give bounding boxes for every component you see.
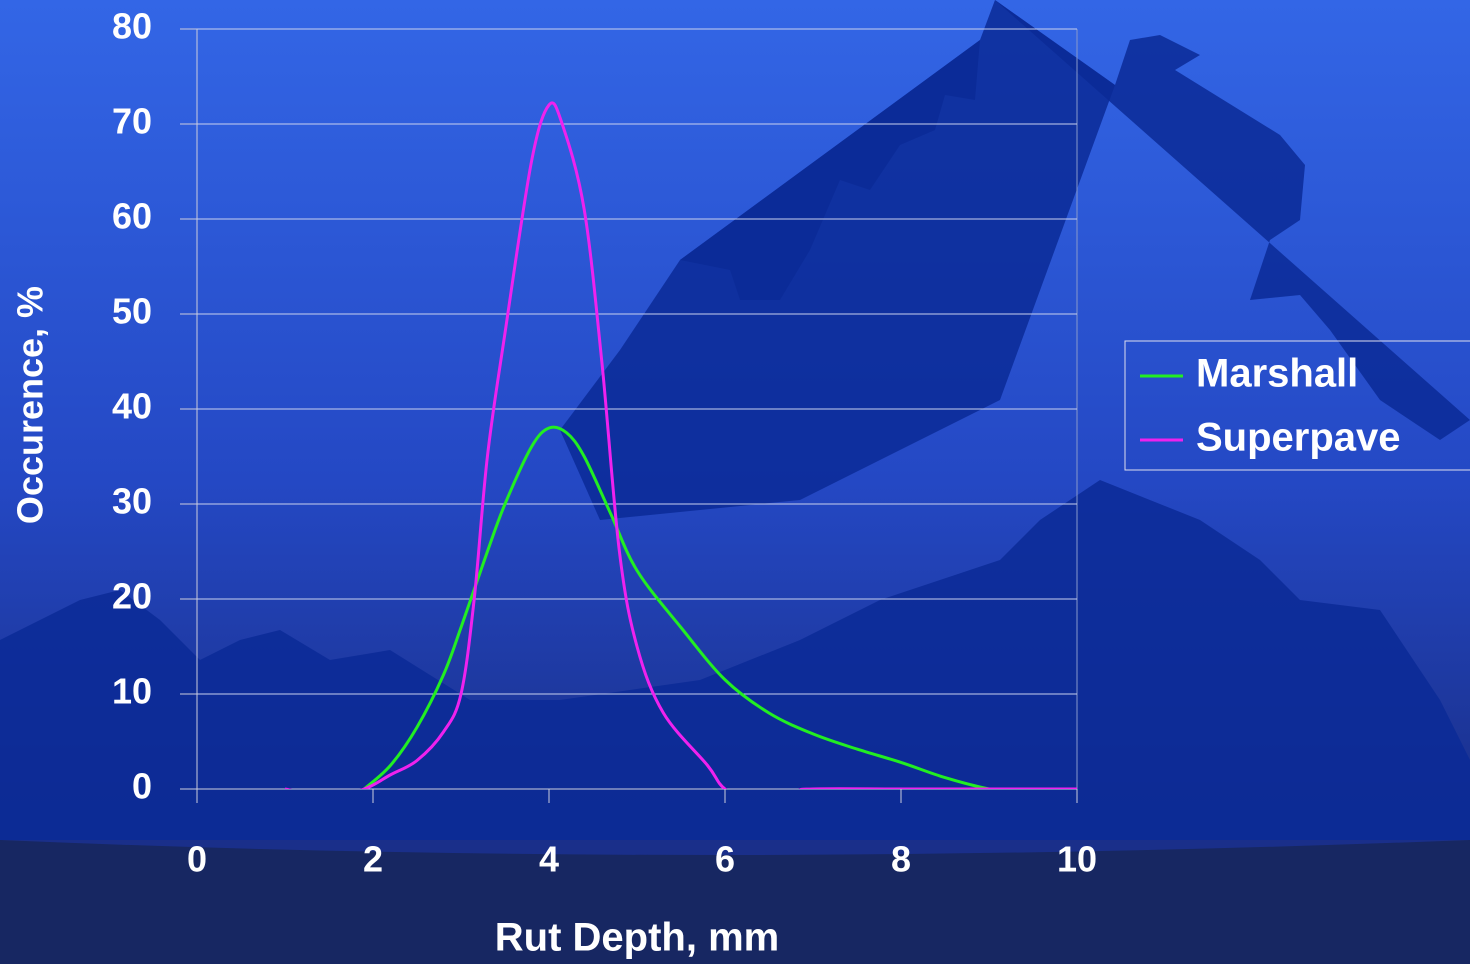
legend-label: Superpave <box>1196 416 1401 460</box>
y-axis-title: Occurence, % <box>10 286 51 524</box>
y-tick-label: 80 <box>112 6 152 47</box>
x-tick-label: 0 <box>187 839 207 880</box>
y-tick-label: 10 <box>112 671 152 712</box>
x-tick-label: 2 <box>363 839 383 880</box>
y-tick-label: 30 <box>112 481 152 522</box>
legend-label: Marshall <box>1196 352 1358 396</box>
x-tick-label: 10 <box>1057 839 1097 880</box>
y-tick-label: 40 <box>112 386 152 427</box>
x-tick-label: 4 <box>539 839 559 880</box>
chart: Rut Depth, mm Occurence, % 0102030405060… <box>0 0 1470 964</box>
y-tick-label: 60 <box>112 196 152 237</box>
page: {"chart_data":{"type":"line","x_label":"… <box>0 0 1470 964</box>
y-tick-label: 70 <box>112 101 152 142</box>
y-tick-label: 50 <box>112 291 152 332</box>
x-axis-title: Rut Depth, mm <box>495 916 779 960</box>
y-tick-label: 20 <box>112 576 152 617</box>
x-tick-label: 8 <box>891 839 911 880</box>
x-tick-label: 6 <box>715 839 735 880</box>
y-tick-label: 0 <box>132 766 152 807</box>
